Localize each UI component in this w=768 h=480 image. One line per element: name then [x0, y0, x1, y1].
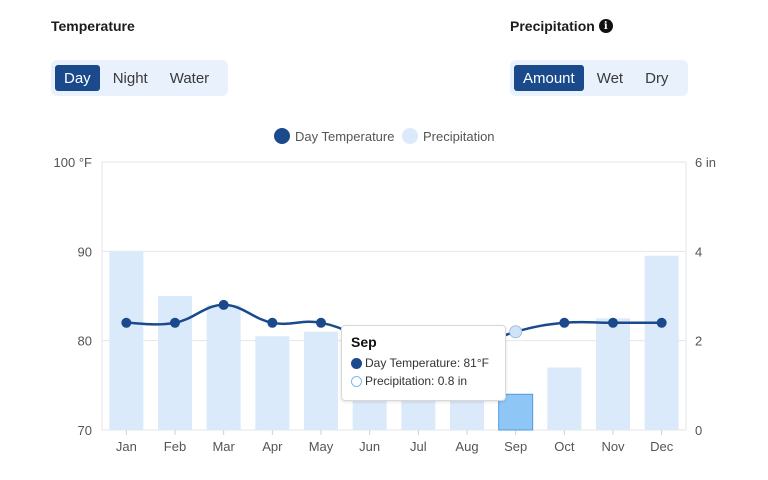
precipitation-bar-jul: [401, 398, 436, 430]
x-tick-label-jan: Jan: [116, 439, 137, 454]
day-temperature-point-jan: [121, 317, 132, 328]
x-tick-label-jul: Jul: [410, 439, 427, 454]
temperature-toggle-group: Day Night Water: [51, 60, 228, 96]
x-tick-label-mar: Mar: [212, 439, 235, 454]
legend-temperature-label: Day Temperature: [295, 129, 394, 144]
toggle-night[interactable]: Night: [112, 69, 148, 87]
x-tick-label-aug: Aug: [455, 439, 478, 454]
tooltip-row-temperature: Day Temperature: 81°F: [351, 356, 496, 370]
y-right-tick-label: 0: [695, 423, 702, 438]
precipitation-bar-oct: [547, 367, 582, 430]
day-temperature-point-oct: [559, 317, 570, 328]
x-tick-label-jun: Jun: [359, 439, 380, 454]
temperature-title: Temperature: [51, 18, 135, 34]
legend-precipitation-swatch: [402, 128, 418, 144]
toggle-dry[interactable]: Dry: [645, 69, 669, 87]
x-tick-label-may: May: [309, 439, 334, 454]
tooltip-row-precipitation: Precipitation: 0.8 in: [351, 374, 496, 388]
y-left-tick-label: 70: [78, 423, 92, 438]
day-temperature-point-sep: [509, 325, 523, 339]
day-temperature-point-may: [316, 317, 326, 328]
precipitation-bar-mar: [206, 304, 241, 430]
toggle-wet[interactable]: Wet: [596, 69, 624, 87]
toggle-amount[interactable]: Amount: [514, 65, 584, 91]
precipitation-bar-apr: [255, 336, 290, 430]
precipitation-bar-dec: [644, 255, 679, 430]
day-temperature-point-feb: [170, 317, 180, 328]
day-temperature-point-nov: [608, 317, 618, 328]
day-temperature-point-mar: [218, 299, 229, 310]
x-tick-label-feb: Feb: [164, 439, 186, 454]
legend-precipitation-label: Precipitation: [423, 129, 495, 144]
toggle-water[interactable]: Water: [169, 69, 210, 87]
tooltip-title: Sep: [351, 334, 377, 350]
y-left-tick-label: 100 °F: [54, 155, 93, 170]
x-tick-label-nov: Nov: [601, 439, 625, 454]
x-tick-label-oct: Oct: [554, 439, 575, 454]
y-right-tick-label: 2: [695, 334, 702, 349]
chart-tooltip: Sep Day Temperature: 81°F Precipitation:…: [341, 325, 506, 401]
x-tick-label-sep: Sep: [504, 439, 527, 454]
y-right-tick-label: 4: [695, 244, 702, 259]
day-temperature-point-apr: [267, 317, 278, 328]
y-left-tick-label: 80: [78, 334, 92, 349]
y-right-tick-label: 6 in: [695, 155, 716, 170]
x-tick-label-dec: Dec: [650, 439, 674, 454]
tooltip-temperature-text: Day Temperature: 81°F: [365, 356, 489, 370]
tooltip-precipitation-text: Precipitation: 0.8 in: [365, 374, 468, 388]
x-tick-label-apr: Apr: [262, 439, 283, 454]
toggle-day[interactable]: Day: [55, 65, 100, 91]
info-icon[interactable]: i: [598, 19, 613, 33]
precipitation-bar-feb: [158, 296, 192, 430]
precipitation-title: Precipitation i: [510, 18, 613, 34]
precipitation-bar-nov: [596, 318, 630, 430]
precipitation-bar-may: [304, 331, 338, 430]
legend-temperature-swatch: [274, 128, 290, 144]
precipitation-bar-jan: [109, 251, 144, 430]
tooltip-precipitation-swatch: [351, 375, 362, 387]
precipitation-toggle-group: Amount Wet Dry: [510, 60, 688, 96]
y-left-tick-label: 90: [78, 244, 92, 259]
day-temperature-point-dec: [656, 317, 667, 328]
tooltip-temperature-swatch: [351, 357, 362, 369]
